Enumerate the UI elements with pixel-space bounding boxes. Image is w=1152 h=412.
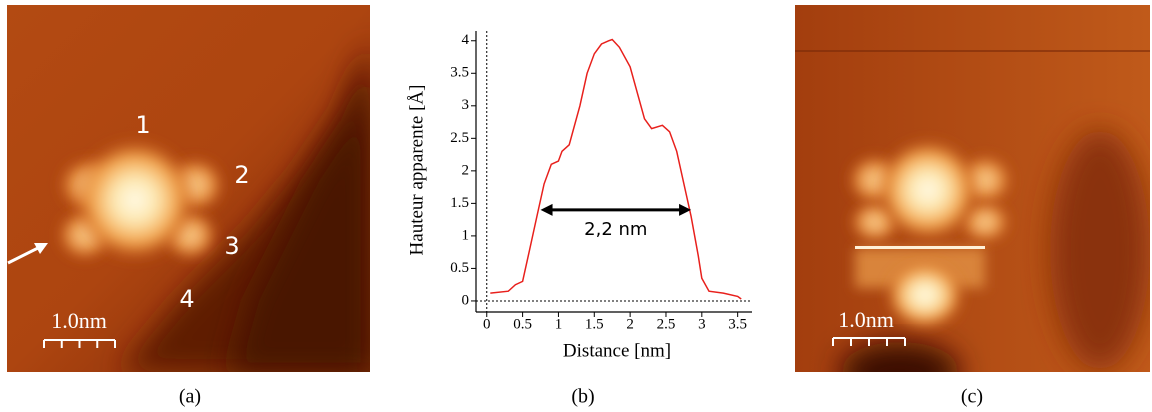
stm-image-a bbox=[7, 5, 370, 372]
site-label: 4 bbox=[179, 285, 194, 313]
y-tick-label: 3.5 bbox=[450, 65, 469, 81]
y-tick-label: 1 bbox=[462, 227, 470, 243]
x-tick-label: 0 bbox=[483, 316, 491, 332]
panel-caption: (b) bbox=[571, 386, 594, 408]
x-tick-label: 0.5 bbox=[513, 316, 532, 332]
scale-bar-label: 1.0nm bbox=[838, 307, 894, 332]
x-tick-label: 3.5 bbox=[728, 316, 747, 332]
profile-line bbox=[490, 38, 742, 300]
arrow-head bbox=[540, 203, 553, 216]
x-tick-label: 3 bbox=[698, 316, 706, 332]
y-axis-label: Hauteur apparente [Å] bbox=[406, 85, 427, 256]
x-axis-label: Distance [nm] bbox=[563, 340, 671, 361]
y-tick-label: 2.5 bbox=[450, 130, 469, 146]
profile-chart: Distance [nm] Hauteur apparente [Å] 0 0.5… bbox=[406, 31, 752, 361]
y-tick-label: 1.5 bbox=[450, 195, 469, 211]
site-label: 1 bbox=[135, 111, 150, 139]
y-tick-label: 2 bbox=[462, 162, 470, 178]
panel-caption: (a) bbox=[179, 386, 201, 408]
x-tick-label: 1.5 bbox=[585, 316, 604, 332]
x-tick-label: 2.5 bbox=[657, 316, 676, 332]
y-tick-label: 3 bbox=[462, 97, 470, 113]
arrow-head bbox=[679, 203, 692, 216]
scale-bar bbox=[43, 339, 116, 348]
y-tick-label: 0 bbox=[462, 292, 470, 308]
x-tick-label: 1 bbox=[555, 316, 563, 332]
panel-caption: (c) bbox=[961, 386, 983, 408]
y-tick-label: 4 bbox=[462, 32, 470, 48]
stm-image-c bbox=[795, 5, 1150, 372]
scale-bar bbox=[832, 337, 906, 346]
site-label: 3 bbox=[224, 232, 239, 260]
x-tick-label: 2 bbox=[626, 316, 634, 332]
annotation-label: 2,2 nm bbox=[584, 219, 647, 240]
site-label: 2 bbox=[234, 161, 249, 189]
scale-bar-label: 1.0nm bbox=[51, 308, 107, 333]
y-tick-label: 0.5 bbox=[450, 260, 469, 276]
